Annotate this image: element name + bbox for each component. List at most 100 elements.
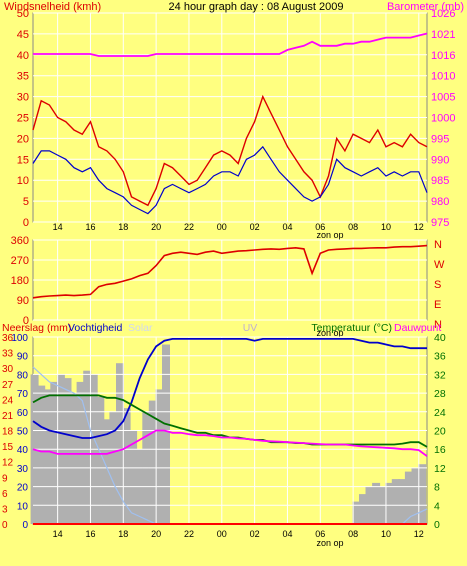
barometer-axis-label: Barometer (mb) <box>387 1 464 13</box>
rain-ytick-label: 33 <box>2 349 14 360</box>
humidity-ytick-label: 90 <box>17 352 29 363</box>
climate-xticks: 14 16 18 20 22 00 02 04 06 08 10 12 <box>53 529 424 539</box>
solar-bar <box>83 370 92 524</box>
wind-xtick-label: 12 <box>414 222 424 232</box>
climate-xtick-label: 10 <box>381 529 391 539</box>
humidity-ytick-label: 0 <box>22 520 28 531</box>
temperature-axis-label: Temperatuur (°C) <box>311 322 392 334</box>
wind-ytick-label: 35 <box>17 71 29 83</box>
temperature-ytick-label: 8 <box>434 482 440 494</box>
winddir-yticks: 0 90 180 270 360 <box>11 235 29 327</box>
temperature-ytick-label: 4 <box>434 500 440 512</box>
barometer-ytick-label: 975 <box>431 217 449 229</box>
wind-ytick-label: 10 <box>17 175 29 187</box>
humidity-ytick-label: 20 <box>17 483 29 494</box>
rain-ytick-label: 12 <box>2 458 14 469</box>
rain-ytick-label: 0 <box>2 520 8 531</box>
wind-ytick-label: 0 <box>23 217 29 229</box>
temperature-ytick-label: 32 <box>434 369 446 381</box>
winddir-grid <box>33 239 427 321</box>
barometer-ytick-label: 995 <box>431 133 449 145</box>
barometer-ytick-label: 990 <box>431 154 449 166</box>
sunrise-label: zon op <box>316 230 343 240</box>
graph-title: 24 hour graph day : 08 August 2009 <box>169 1 344 13</box>
dewpoint-axis-label: Dauwpunt <box>394 322 441 334</box>
rain-ytick-label: 27 <box>2 380 14 391</box>
temperature-ytick-label: 12 <box>434 463 446 475</box>
barometer-ytick-label: 1021 <box>431 29 455 41</box>
wind-ytick-label: 25 <box>17 113 29 125</box>
humidity-line <box>32 337 427 439</box>
wind-xtick-label: 04 <box>282 222 292 232</box>
wind-yticks: 0 5 10 15 20 25 30 35 40 45 50 <box>17 8 29 229</box>
wind-ytick-label: 5 <box>23 196 29 208</box>
humidity-ytick-label: 30 <box>17 464 29 475</box>
wind-axis-label: Windsnelheid (kmh) <box>4 1 101 13</box>
sunrise-label-3: zon op <box>316 538 343 548</box>
temperature-ytick-label: 16 <box>434 444 446 456</box>
barometer-ytick-label: 1000 <box>431 113 455 125</box>
climate-xtick-label: 20 <box>151 529 161 539</box>
temperature-ytick-label: 20 <box>434 426 446 438</box>
wind-xtick-label: 20 <box>151 222 161 232</box>
humidity-ytick-label: 60 <box>17 408 29 419</box>
solar-bar <box>398 479 407 524</box>
solar-bar <box>37 385 46 524</box>
climate-xtick-label: 14 <box>53 529 63 539</box>
wind-avg-line <box>32 145 428 215</box>
wind-grid <box>33 12 427 223</box>
solar-bar <box>43 389 52 524</box>
solar-bar <box>96 396 105 524</box>
solar-bar <box>372 482 381 524</box>
rain-ytick-label: 18 <box>2 427 14 438</box>
barometer-line <box>33 32 428 57</box>
solar-bar <box>162 344 170 524</box>
temperature-ytick-label: 24 <box>434 407 446 419</box>
temperature-ytick-label: 28 <box>434 388 446 400</box>
humidity-ytick-label: 100 <box>11 333 28 344</box>
solar-bar <box>70 393 78 524</box>
solar-bar <box>122 408 131 524</box>
solar-bar <box>116 363 124 524</box>
barometer-ytick-label: 1010 <box>431 71 455 83</box>
solar-bar <box>404 471 413 524</box>
barometer-ytick-label: 985 <box>431 175 449 187</box>
rain-ytick-label: 24 <box>2 395 14 406</box>
winddir-series <box>32 244 428 299</box>
compass-label: E <box>434 299 441 311</box>
humidity-yticks: 0 10 20 30 40 50 60 70 80 90 100 <box>11 333 28 531</box>
rain-ytick-label: 15 <box>2 442 14 453</box>
uv-legend: UV <box>243 322 258 334</box>
barometer-ytick-label: 1005 <box>431 92 455 104</box>
solar-bar <box>76 381 85 524</box>
solar-bar <box>391 479 400 524</box>
rain-ytick-label: 3 <box>2 504 8 515</box>
humidity-ytick-label: 40 <box>17 445 29 456</box>
winddir-ytick-label: 360 <box>11 235 29 247</box>
climate-xtick-label: 12 <box>414 529 424 539</box>
temperature-ytick-label: 40 <box>434 332 446 344</box>
barometer-ytick-label: 1026 <box>431 8 455 20</box>
climate-series <box>32 337 428 525</box>
wind-ytick-label: 50 <box>17 8 29 20</box>
winddir-ytick-label: 0 <box>23 315 29 327</box>
wind-ytick-label: 40 <box>17 50 29 62</box>
climate-xtick-label: 02 <box>250 529 260 539</box>
solar-bar <box>359 494 367 524</box>
rain-axis-label: Neerslag (mm) <box>2 322 71 334</box>
climate-xtick-label: 22 <box>184 529 194 539</box>
solar-bar <box>411 467 420 524</box>
climate-xtick-label: 08 <box>348 529 358 539</box>
temperature-ytick-label: 36 <box>434 351 446 363</box>
wind-xtick-label: 06 <box>315 222 325 232</box>
climate-xtick-label: 16 <box>85 529 95 539</box>
wind-xtick-label: 00 <box>217 222 227 232</box>
rain-ytick-label: 9 <box>2 473 8 484</box>
climate-xtick-label: 06 <box>315 529 325 539</box>
solar-bar <box>385 482 394 524</box>
humidity-ytick-label: 10 <box>17 501 29 512</box>
wind-xtick-label: 18 <box>118 222 128 232</box>
temperature-yticks: 0 4 8 12 16 20 24 28 32 36 40 <box>434 332 446 531</box>
